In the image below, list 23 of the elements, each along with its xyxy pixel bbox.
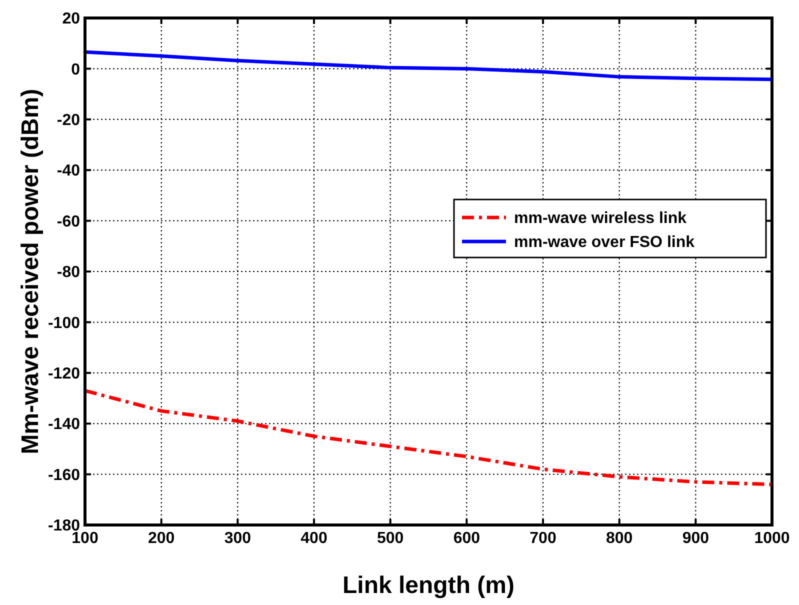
y-tick-label: -120 xyxy=(48,366,80,382)
legend-label: mm-wave over FSO link xyxy=(514,234,695,252)
y-axis-title: Mm-wave received power (dBm) xyxy=(17,88,44,454)
y-tick-label: -60 xyxy=(56,213,80,230)
x-tick-label: 400 xyxy=(300,530,328,547)
y-tick-label: -160 xyxy=(48,466,80,484)
x-tick-label: 200 xyxy=(148,530,175,547)
y-tick-label: -40 xyxy=(56,162,80,180)
x-tick-label: 500 xyxy=(376,530,404,547)
x-axis-title: Link length (m) xyxy=(342,572,514,599)
x-tick-label: 300 xyxy=(224,530,252,547)
y-tick-label: -20 xyxy=(56,112,80,129)
y-tick-label: -100 xyxy=(48,314,80,332)
legend-label: mm-wave wireless link xyxy=(514,210,687,228)
x-tick-label: 900 xyxy=(682,530,710,547)
x-tick-label: 800 xyxy=(606,530,633,547)
y-tick-label: -80 xyxy=(56,264,80,282)
y-tick-label: 0 xyxy=(71,61,80,78)
x-tick-label: 1000 xyxy=(754,530,790,547)
y-tick-label: 20 xyxy=(62,10,80,28)
y-tick-label: -140 xyxy=(48,416,80,434)
x-tick-label: 700 xyxy=(530,530,556,547)
x-tick-label: 600 xyxy=(453,530,480,547)
